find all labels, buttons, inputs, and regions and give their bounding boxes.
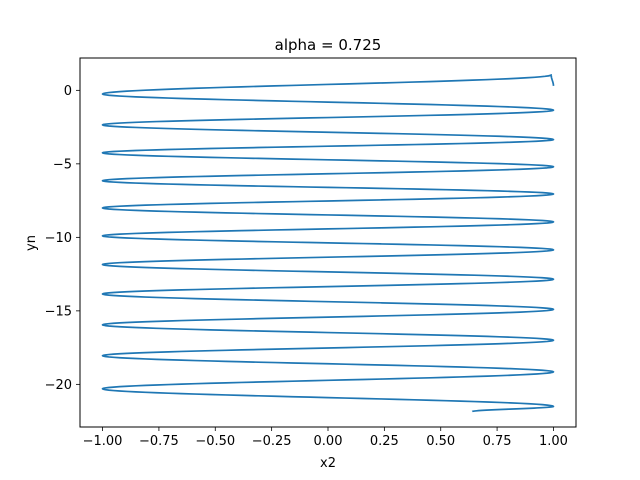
x-tick-label: 0.50 [426, 434, 455, 449]
x-tick-label: −0.25 [252, 434, 292, 449]
y-tick-label: −20 [45, 378, 72, 393]
series-layer [101, 74, 555, 413]
x-tick-label: −0.50 [195, 434, 235, 449]
x-tick-label: −1.00 [83, 434, 123, 449]
y-ticks: 0 −5 −10 −15 −20 [45, 84, 80, 393]
y-tick-label: −15 [45, 304, 72, 319]
y-tick-label: −10 [45, 231, 72, 246]
x-ticks: −1.00 −0.75 −0.50 −0.25 0.00 0.25 0.50 0.75 1.00 [83, 427, 568, 449]
x-tick-label: 0.75 [483, 434, 512, 449]
y-tick-label: −5 [53, 157, 72, 172]
y-axis-label: yn [24, 235, 39, 251]
plot-frame [79, 57, 577, 428]
series-line [101, 74, 555, 413]
x-tick-label: 0.25 [370, 434, 399, 449]
x-axis-label: x2 [320, 456, 336, 471]
x-tick-label: 1.00 [539, 434, 568, 449]
x-tick-label: −0.75 [139, 434, 179, 449]
y-tick-label: 0 [64, 84, 72, 99]
x-tick-label: 0.00 [314, 434, 343, 449]
chart-title: alpha = 0.725 [275, 36, 382, 54]
